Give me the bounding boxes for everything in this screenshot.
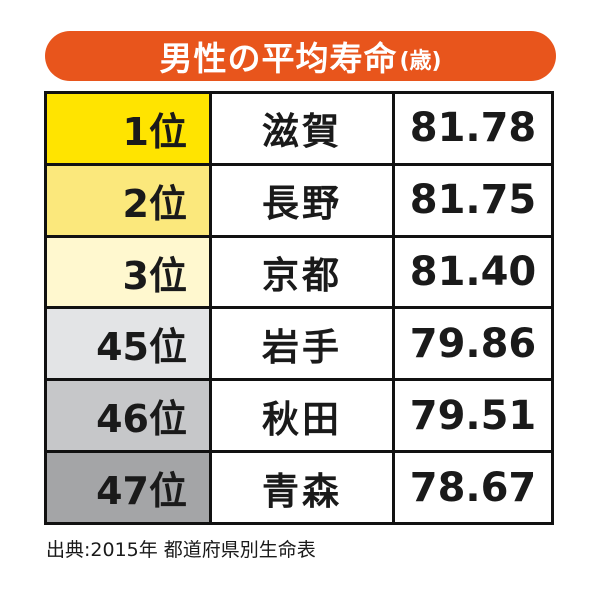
rank-cell: 47位 (44, 450, 212, 525)
prefecture-cell: 岩手 (209, 306, 395, 382)
life-expectancy-cell: 79.51 (392, 378, 554, 454)
life-expectancy-cell: 79.86 (392, 306, 554, 382)
rank-cell: 45位 (44, 306, 212, 382)
table-row: 46位 秋田 79.51 (44, 378, 554, 454)
ranking-table-body: 1位 滋賀 81.78 2位 長野 81.75 3位 京都 81.40 45位 岩手 79.86 46位… (44, 91, 554, 525)
prefecture-cell: 秋田 (209, 378, 395, 454)
chart-title-banner: 男性の平均寿命 (歳) (45, 31, 556, 81)
prefecture-cell: 京都 (209, 234, 395, 310)
rank-cell: 1位 (44, 91, 212, 166)
source-note: 出典:2015年 都道府県別生命表 (46, 539, 316, 561)
chart-title-unit: (歳) (399, 49, 442, 74)
life-expectancy-cell: 81.78 (392, 91, 554, 166)
table-row: 1位 滋賀 81.78 (44, 91, 554, 166)
chart-title: 男性の平均寿命 (159, 39, 398, 78)
rank-cell: 3位 (44, 234, 212, 310)
prefecture-cell: 青森 (209, 450, 395, 525)
table-row: 2位 長野 81.75 (44, 162, 554, 238)
life-expectancy-cell: 78.67 (392, 450, 554, 525)
rank-cell: 46位 (44, 378, 212, 454)
life-expectancy-cell: 81.75 (392, 162, 554, 238)
ranking-table: 1位 滋賀 81.78 2位 長野 81.75 3位 京都 81.40 45位 岩手 79.86 46位… (44, 91, 554, 525)
rank-cell: 2位 (44, 162, 212, 238)
prefecture-cell: 長野 (209, 162, 395, 238)
life-expectancy-cell: 81.40 (392, 234, 554, 310)
table-row: 45位 岩手 79.86 (44, 306, 554, 382)
table-row: 47位 青森 78.67 (44, 450, 554, 525)
prefecture-cell: 滋賀 (209, 91, 395, 166)
table-row: 3位 京都 81.40 (44, 234, 554, 310)
